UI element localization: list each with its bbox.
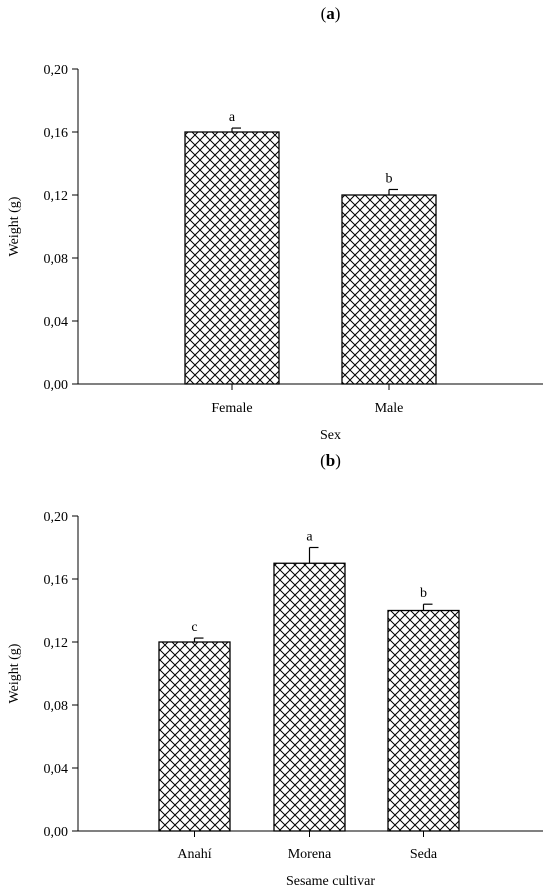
- bar-anahí: [158, 641, 231, 832]
- y-tick-label: 0,00: [44, 825, 69, 840]
- panel-label-letter: a: [326, 4, 335, 23]
- y-tick-label: 0,00: [44, 378, 69, 393]
- significance-letter: b: [386, 171, 393, 186]
- y-tick-label: 0,20: [44, 63, 69, 78]
- y-tick-label: 0,08: [44, 252, 69, 267]
- y-tick-label: 0,20: [44, 510, 69, 525]
- x-tick-label: Male: [375, 401, 404, 416]
- significance-letter: a: [306, 530, 313, 545]
- x-tick-label: Seda: [410, 847, 438, 862]
- bar-morena: [273, 562, 346, 832]
- x-tick-label: Female: [211, 401, 252, 416]
- bar-male: [341, 194, 437, 385]
- y-tick-label: 0,16: [44, 126, 69, 141]
- panel-label-close: ): [335, 4, 341, 23]
- x-tick-label: Anahí: [177, 847, 211, 862]
- panel-label-open: (: [321, 4, 327, 23]
- y-tick-label: 0,12: [44, 636, 69, 651]
- significance-letter: c: [191, 620, 197, 635]
- panel-label: (a): [321, 4, 341, 23]
- significance-letter: b: [420, 586, 427, 601]
- y-tick-label: 0,12: [44, 189, 69, 204]
- panel-label-letter: b: [326, 451, 335, 470]
- bar-female: [184, 131, 280, 385]
- y-axis-title: Weight (g): [7, 643, 22, 703]
- chart-panel-a: (a)0,000,040,080,120,160,20aFemalebMaleS…: [7, 4, 543, 443]
- panel-label-close: ): [335, 451, 341, 470]
- y-tick-label: 0,16: [44, 573, 69, 588]
- panel-label-open: (: [320, 451, 326, 470]
- y-tick-label: 0,04: [44, 315, 69, 330]
- x-axis-title: Sesame cultivar: [286, 874, 375, 889]
- panel-label: (b): [320, 451, 341, 470]
- chart-panel-b: (b)0,000,040,080,120,160,20cAnahíaMorena…: [7, 451, 543, 889]
- significance-letter: a: [229, 110, 236, 125]
- bar-seda: [387, 609, 460, 832]
- x-axis-title: Sex: [320, 428, 341, 443]
- x-tick-label: Morena: [288, 847, 332, 862]
- y-axis-title: Weight (g): [7, 196, 22, 256]
- y-tick-label: 0,04: [44, 762, 69, 777]
- y-tick-label: 0,08: [44, 699, 69, 714]
